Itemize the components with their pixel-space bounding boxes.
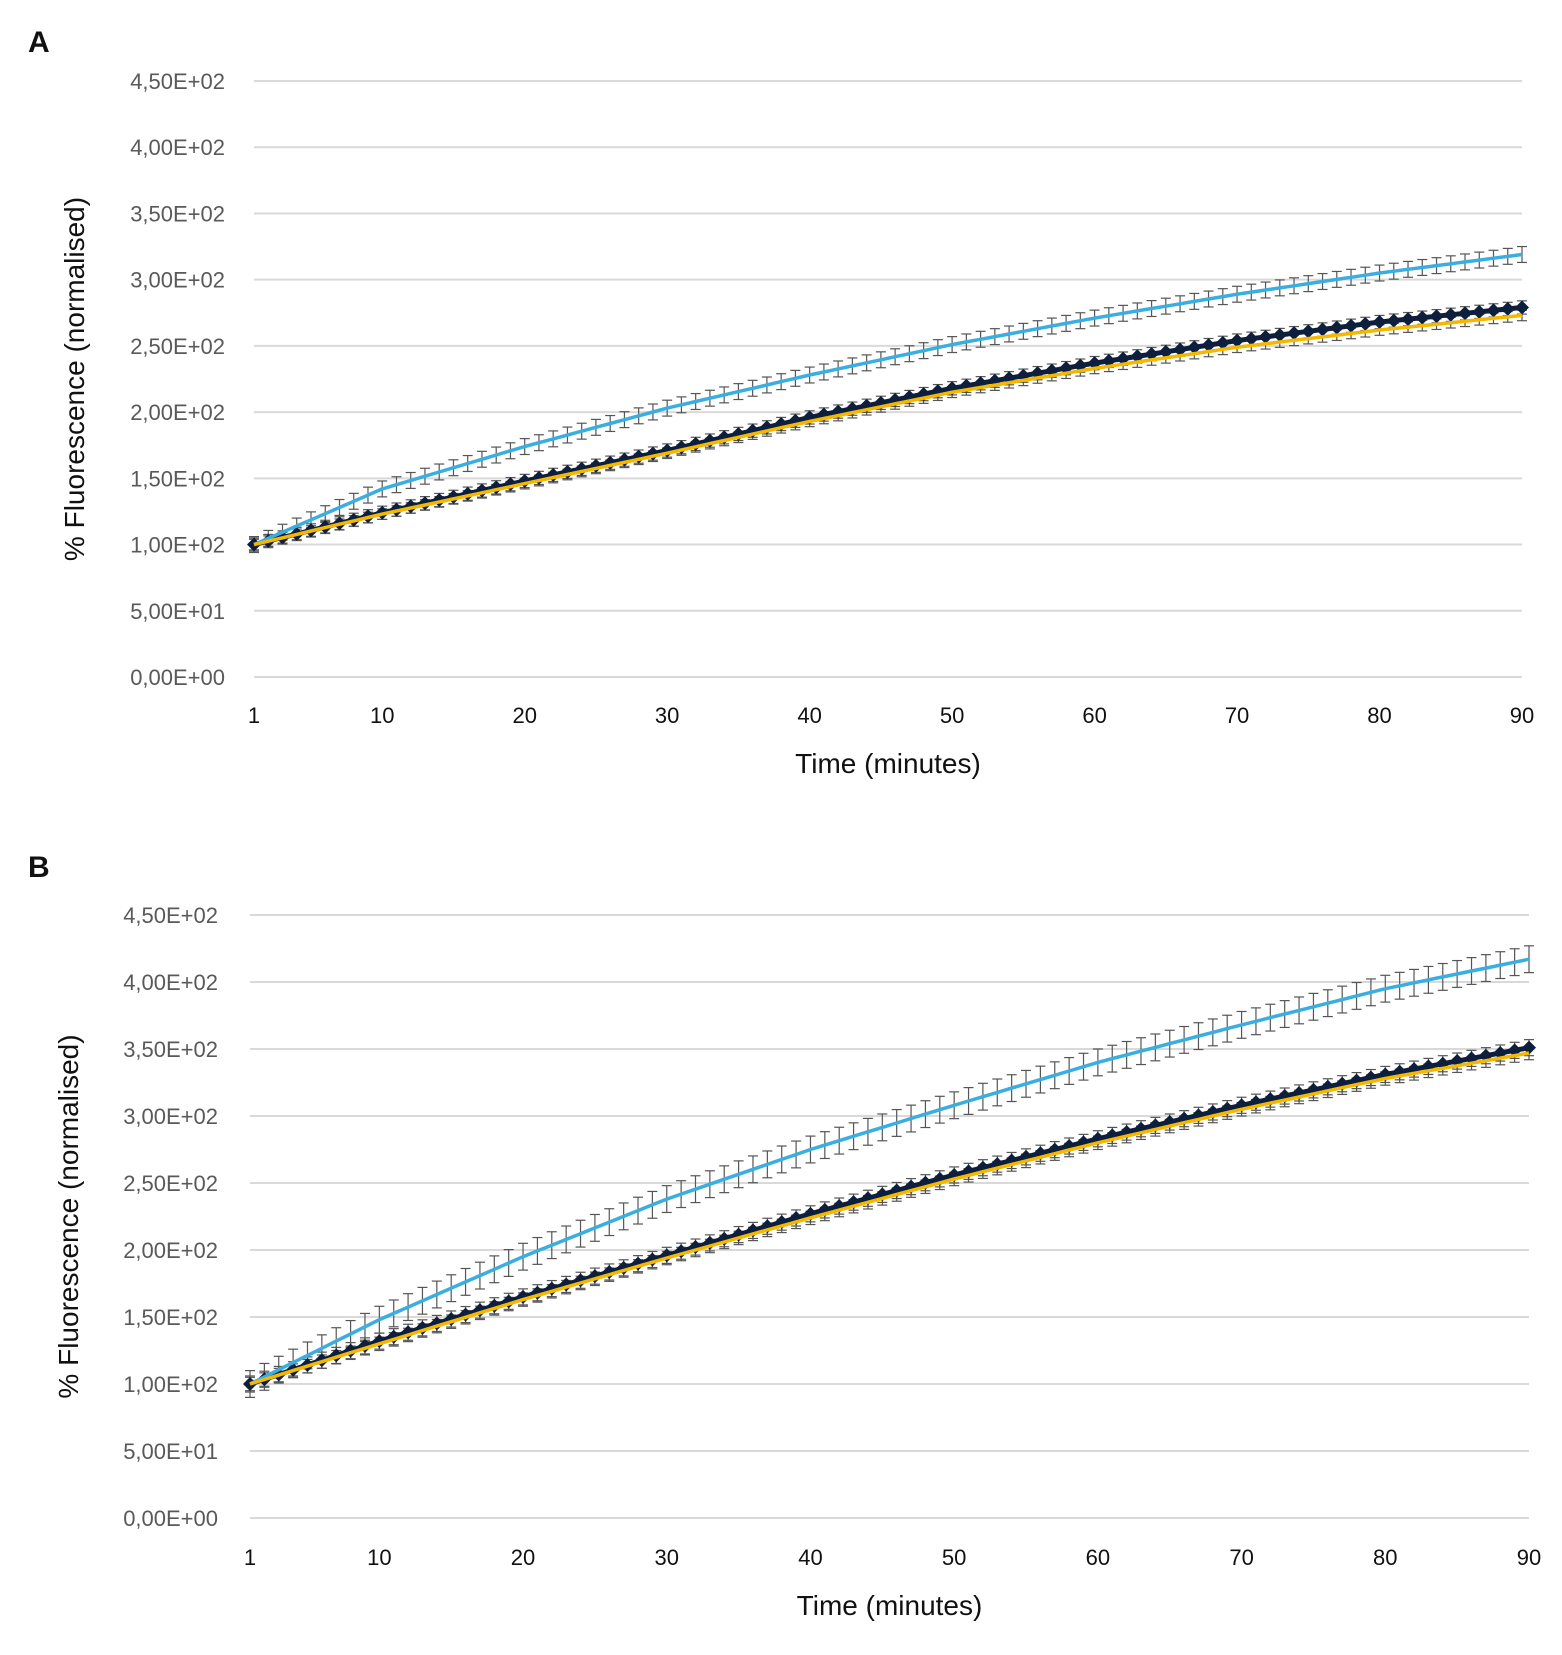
x-tick-label: 50 [942,1545,966,1570]
data-point-marker [1316,322,1330,336]
chart-b: 0,00E+00 5,00E+01 1,00E+02 1,50E+02 2,00E+02… [0,825,1562,1650]
panel-letter-b: B [28,851,50,885]
series-line-yellow [250,1053,1529,1384]
data-point-marker [1358,317,1372,331]
x-tick-label: 60 [1086,1545,1110,1570]
x-tick-label: 10 [367,1545,391,1570]
y-axis-title: % Fluorescence (normalised) [59,197,90,561]
x-tick-label: 90 [1510,703,1534,728]
y-tick-label: 3,00E+02 [130,268,225,293]
data-point-marker [1301,324,1315,338]
x-axis-title: Time (minutes) [795,748,981,779]
error-bars-navy [245,1040,1534,1392]
error-bars-navy [249,301,1527,551]
y-tick-label: 4,00E+02 [130,135,225,160]
y-tick-label: 0,00E+00 [130,665,225,690]
y-axis-title: % Fluorescence (normalised) [53,1034,84,1398]
y-tick-label: 4,50E+02 [130,69,225,94]
y-tick-label: 1,50E+02 [130,466,225,491]
x-tick-label: 10 [370,703,394,728]
data-point-marker [1430,309,1444,323]
y-tick-label: 2,50E+02 [130,334,225,359]
x-tick-label: 30 [655,703,679,728]
x-axis-title: Time (minutes) [797,1590,983,1621]
x-tick-label: 20 [511,1545,535,1570]
y-tick-label: 2,00E+02 [123,1238,218,1263]
data-point-marker [1415,311,1429,325]
y-tick-label: 3,50E+02 [123,1037,218,1062]
panel-a: A 0,00E+00 5,00E+01 1,00E+02 1,50E+02 2,00E+… [0,0,1562,825]
y-tick-label: 4,50E+02 [123,903,218,928]
series-line-navy [250,1048,1529,1384]
chart-a: 0,00E+00 5,00E+01 1,00E+02 1,50E+02 2,00E+02… [0,0,1562,825]
x-tick-label: 30 [655,1545,679,1570]
panel-b: B 0,00E+00 5,00E+01 1,00E+02 1,50E+02 2,00E+… [0,825,1562,1650]
x-tick-label: 20 [512,703,536,728]
x-tick-label: 90 [1517,1545,1541,1570]
data-point-marker [1472,305,1486,319]
x-tick-label: 60 [1082,703,1106,728]
x-tick-label: 80 [1367,703,1391,728]
data-point-marker [1344,319,1358,333]
x-tick-label: 50 [940,703,964,728]
x-tick-label: 80 [1373,1545,1397,1570]
y-tick-label: 1,00E+02 [123,1372,218,1397]
series-line-navy [254,308,1522,545]
y-tick-label: 5,00E+01 [123,1439,218,1464]
y-tick-label: 4,00E+02 [123,970,218,995]
y-tick-label: 3,00E+02 [123,1104,218,1129]
x-tick-label: 1 [248,703,260,728]
y-tick-label: 3,50E+02 [130,201,225,226]
data-point-marker [1487,303,1501,317]
data-point-marker [1444,308,1458,322]
data-point-marker [1330,321,1344,335]
y-tick-label: 5,00E+01 [130,599,225,624]
y-tick-label: 1,50E+02 [123,1305,218,1330]
y-tick-label: 0,00E+00 [123,1506,218,1531]
panel-letter-a: A [28,26,50,60]
x-tick-label: 40 [798,1545,822,1570]
data-point-marker [1458,306,1472,320]
data-point-marker [1401,312,1415,326]
x-tick-label: 1 [244,1545,256,1570]
error-bars-yellow [245,1046,1534,1390]
data-point-marker [1387,314,1401,328]
y-tick-label: 2,00E+02 [130,400,225,425]
series-line-yellow [254,315,1522,544]
x-tick-label: 40 [797,703,821,728]
x-tick-label: 70 [1229,1545,1253,1570]
x-tick-label: 70 [1225,703,1249,728]
data-point-marker [1501,302,1515,316]
y-tick-label: 1,00E+02 [130,533,225,558]
y-tick-label: 2,50E+02 [123,1171,218,1196]
error-bars-blue [245,946,1534,1398]
